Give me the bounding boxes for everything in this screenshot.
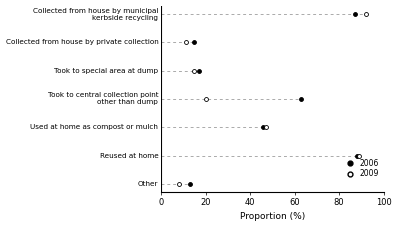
Point — [351, 12, 358, 16]
X-axis label: Proportion (%): Proportion (%) — [240, 212, 305, 222]
Point — [176, 182, 182, 186]
Point — [260, 126, 267, 129]
Point — [187, 182, 193, 186]
Point — [191, 69, 198, 72]
Point — [298, 97, 304, 101]
Point — [362, 12, 369, 16]
Point — [262, 126, 269, 129]
Point — [196, 69, 202, 72]
Point — [191, 41, 198, 44]
Point — [356, 154, 362, 157]
Point — [354, 154, 360, 157]
Legend: 2006, 2009: 2006, 2009 — [341, 158, 380, 179]
Point — [182, 41, 189, 44]
Point — [202, 97, 209, 101]
